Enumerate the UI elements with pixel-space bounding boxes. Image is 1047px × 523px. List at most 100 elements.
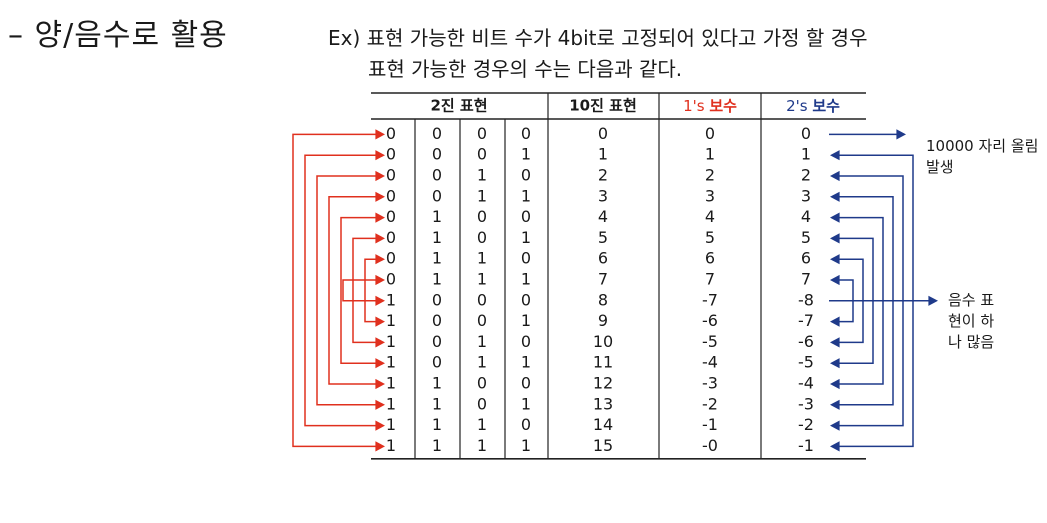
header-ones-complement: 1's 보수	[683, 97, 737, 115]
decimal-cell-r4: 4	[598, 207, 608, 226]
decimal-cell-r3: 3	[598, 186, 608, 205]
bit-cell-r14-c0: 1	[386, 415, 396, 434]
bit-cell-r10-c3: 0	[521, 332, 531, 351]
bit-cell-r9-c1: 0	[432, 311, 442, 330]
bit-cell-r13-c2: 0	[477, 394, 487, 413]
twos-cell-r3: 3	[801, 186, 811, 205]
bit-cell-r8-c0: 1	[386, 290, 396, 309]
bit-cell-r6-c3: 0	[521, 249, 531, 268]
bit-cell-r13-c0: 1	[386, 394, 396, 413]
bit-cell-r8-c3: 0	[521, 290, 531, 309]
ones-pair-line-4	[340, 216, 383, 364]
description-line-1: Ex) 표현 가능한 비트 수가 4bit로 고정되어 있다고 가정 할 경우	[328, 26, 868, 50]
decimal-cell-r1: 1	[598, 145, 608, 164]
ones-pair-arrow-top-3	[375, 191, 385, 202]
ones-cell-r10: -5	[702, 332, 718, 351]
decimal-cell-r15: 15	[593, 436, 613, 455]
twos-cell-r14: -2	[798, 415, 814, 434]
twos-cell-r9: -7	[798, 311, 814, 330]
carry-arrow-head	[896, 129, 906, 140]
twos-cell-r12: -4	[798, 374, 814, 393]
ones-cell-r8: -7	[702, 290, 718, 309]
bit-cell-r8-c1: 0	[432, 290, 442, 309]
ones-pair-arrow-top-5	[375, 233, 385, 244]
ones-pair-arrow-bottom-3	[375, 378, 385, 390]
ones-cell-r3: 3	[705, 186, 715, 205]
ones-cell-r13: -2	[702, 394, 718, 413]
header-twos-complement: 2's 보수	[786, 97, 840, 115]
ones-pair-arrow-top-2	[375, 170, 385, 182]
bit-cell-r6-c2: 1	[477, 249, 487, 268]
ones-pair-arrow-bottom-5	[375, 337, 385, 348]
twos-pair-arrow-bottom-7	[830, 316, 840, 327]
bit-cell-r12-c0: 1	[386, 374, 396, 393]
ones-pair-arrow-bottom-4	[375, 358, 385, 369]
bit-cell-r15-c1: 1	[432, 436, 442, 455]
twos-cell-r7: 7	[801, 270, 811, 289]
decimal-cell-r9: 9	[598, 311, 608, 330]
twos-cell-r5: 5	[801, 228, 811, 247]
bit-cell-r15-c2: 1	[477, 436, 487, 455]
bit-cell-r8-c2: 0	[477, 290, 487, 309]
negative-note-line-2: 현이 하	[948, 312, 995, 330]
ones-pair-line-5	[352, 237, 383, 344]
twos-cell-r4: 4	[801, 207, 811, 226]
twos-cell-r11: -5	[798, 353, 814, 372]
twos-pair-arrow-bottom-6	[830, 337, 840, 348]
bit-cell-r0-c0: 0	[386, 124, 396, 143]
ones-pair-arrow-top-1	[375, 150, 385, 161]
bit-cell-r12-c2: 0	[477, 374, 487, 393]
decimal-cell-r7: 7	[598, 270, 608, 289]
twos-pair-arrow-bottom-1	[830, 441, 840, 452]
bit-cell-r14-c3: 0	[521, 415, 531, 434]
bit-cell-r7-c3: 1	[521, 270, 531, 289]
twos-pair-arrow-top-3	[830, 191, 840, 202]
bit-cell-r5-c3: 1	[521, 228, 531, 247]
ones-cell-r2: 2	[705, 166, 715, 185]
bit-cell-r0-c2: 0	[477, 124, 487, 143]
bit-cell-r4-c3: 0	[521, 207, 531, 226]
ones-pair-arrow-bottom-6	[375, 316, 385, 327]
ones-cell-r14: -1	[702, 415, 718, 434]
bit-cell-r4-c1: 1	[432, 207, 442, 226]
bit-cell-r14-c1: 1	[432, 415, 442, 434]
ones-pair-line-1	[304, 154, 383, 427]
ones-cell-r0: 0	[705, 124, 715, 143]
decimal-cell-r12: 12	[593, 374, 613, 393]
decimal-cell-r2: 2	[598, 166, 608, 185]
twos-cell-r0: 0	[801, 124, 811, 143]
bit-cell-r15-c3: 1	[521, 436, 531, 455]
carry-note-line-2: 발생	[926, 158, 954, 176]
ones-cell-r12: -3	[702, 374, 718, 393]
carry-note: 10000 자리 올림 발생	[926, 136, 1038, 178]
decimal-cell-r11: 11	[593, 353, 613, 372]
bit-cell-r7-c1: 1	[432, 270, 442, 289]
bit-cell-r10-c2: 1	[477, 332, 487, 351]
bit-cell-r10-c1: 0	[432, 332, 442, 351]
bit-cell-r11-c0: 1	[386, 353, 396, 372]
bit-cell-r1-c3: 1	[521, 145, 531, 164]
ones-cell-r6: 6	[705, 249, 715, 268]
twos-cell-r13: -3	[798, 394, 814, 413]
ones-pair-line-2	[316, 175, 383, 406]
bit-cell-r0-c1: 0	[432, 124, 442, 143]
ones-pair-line-0	[292, 133, 383, 448]
ones-pair-line-6	[364, 258, 383, 323]
ones-cell-r4: 4	[705, 207, 715, 226]
bit-cell-r13-c1: 1	[432, 394, 442, 413]
twos-pair-arrow-top-6	[830, 254, 840, 265]
decimal-cell-r14: 14	[593, 415, 613, 434]
negative-arrow-head	[928, 295, 938, 306]
ones-cell-r7: 7	[705, 270, 715, 289]
bit-cell-r5-c0: 0	[386, 228, 396, 247]
twos-cell-r10: -6	[798, 332, 814, 351]
decimal-cell-r13: 13	[593, 394, 613, 413]
twos-cell-r2: 2	[801, 166, 811, 185]
ones-pair-arrow-top-4	[375, 212, 385, 223]
decimal-cell-r8: 8	[598, 290, 608, 309]
bit-cell-r0-c3: 0	[521, 124, 531, 143]
twos-cell-r8: -8	[798, 290, 814, 309]
bit-cell-r12-c3: 0	[521, 374, 531, 393]
bit-cell-r3-c3: 1	[521, 186, 531, 205]
ones-pair-line-7	[342, 279, 383, 302]
